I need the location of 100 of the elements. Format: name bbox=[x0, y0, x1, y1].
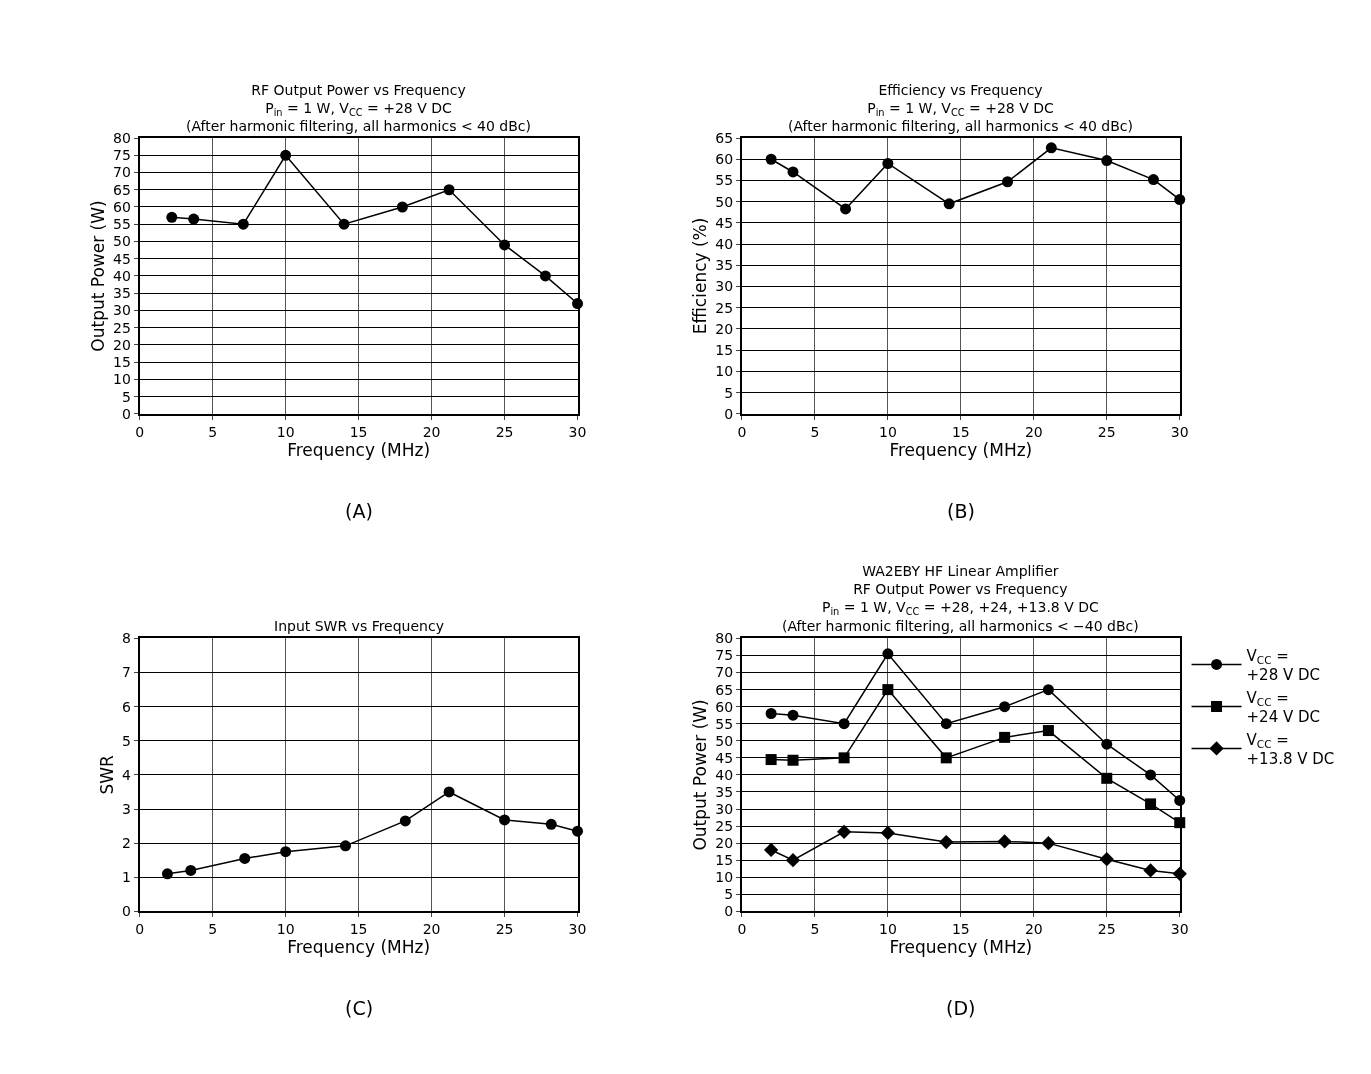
chart-subtitle: P$_{in}$ = 1 W, V$_{CC}$ = +28 V DC (After harmonic filtering, all harmonics < 40 dBc) bbox=[788, 100, 1133, 135]
chart-title: RF Output Power vs Frequency bbox=[251, 82, 466, 98]
point bbox=[787, 166, 799, 178]
point bbox=[836, 824, 852, 840]
x-tick-label: 0 bbox=[737, 921, 747, 938]
point bbox=[940, 752, 952, 764]
point bbox=[166, 211, 178, 223]
y-tick-label: 70 bbox=[715, 664, 734, 681]
point bbox=[785, 853, 801, 868]
chart-title: Input SWR vs Frequency bbox=[274, 618, 444, 634]
y-tick-label: 65 bbox=[715, 681, 734, 698]
point bbox=[1002, 176, 1014, 188]
point bbox=[443, 786, 455, 798]
y-tick-label: 0 bbox=[724, 903, 734, 920]
y-tick-label: 45 bbox=[715, 749, 734, 766]
point bbox=[499, 239, 511, 251]
x-tick-label: 30 bbox=[568, 423, 587, 440]
point bbox=[1045, 142, 1057, 154]
x-axis-title: Frequency (MHz) bbox=[889, 937, 1033, 958]
point bbox=[239, 852, 251, 864]
point bbox=[161, 868, 173, 880]
y-tick-label: 20 bbox=[715, 835, 734, 852]
y-tick-label: 50 bbox=[113, 233, 131, 250]
point bbox=[1101, 155, 1113, 167]
x-tick-label: 20 bbox=[422, 921, 441, 938]
y-tick-label: 4 bbox=[121, 766, 131, 783]
point bbox=[838, 752, 850, 764]
point bbox=[185, 864, 197, 876]
point bbox=[765, 754, 777, 766]
y-tick-label: 75 bbox=[715, 647, 734, 664]
x-tick-label: 25 bbox=[495, 423, 514, 440]
point bbox=[882, 684, 894, 696]
x-tick-label: 5 bbox=[208, 423, 218, 440]
y-tick-label: 35 bbox=[113, 285, 131, 302]
text: (C) bbox=[345, 997, 374, 1019]
y-tick-label: 80 bbox=[715, 630, 734, 647]
x-tick-label: 10 bbox=[276, 921, 295, 938]
point bbox=[443, 184, 455, 196]
point bbox=[997, 834, 1012, 849]
y-tick-label: 5 bbox=[121, 732, 131, 749]
y-tick-label: 10 bbox=[715, 869, 734, 886]
point bbox=[787, 754, 799, 766]
text: (D) bbox=[946, 997, 976, 1019]
point bbox=[1145, 769, 1157, 781]
x-tick-label: 30 bbox=[1170, 921, 1189, 938]
y-tick-label: 65 bbox=[113, 181, 131, 198]
y-tick-label: 5 bbox=[724, 384, 734, 401]
point bbox=[188, 213, 200, 225]
y-tick-label: 0 bbox=[121, 405, 131, 422]
point bbox=[280, 149, 292, 161]
x-tick-label: 15 bbox=[951, 921, 970, 938]
y-tick-label: 55 bbox=[113, 216, 131, 233]
y-tick-label: 50 bbox=[715, 732, 734, 749]
x-tick-label: 15 bbox=[349, 423, 368, 440]
point bbox=[838, 718, 850, 730]
x-tick-label: 0 bbox=[737, 423, 747, 440]
point bbox=[882, 648, 894, 660]
point bbox=[763, 842, 779, 858]
point bbox=[765, 153, 777, 165]
point bbox=[882, 157, 894, 169]
x-tick-label: 15 bbox=[951, 423, 970, 440]
y-axis-title: Output Power (W) bbox=[690, 699, 711, 851]
point bbox=[999, 731, 1011, 743]
point bbox=[1101, 738, 1113, 750]
point bbox=[1147, 174, 1159, 186]
y-tick-label: 0 bbox=[121, 903, 131, 920]
point bbox=[840, 203, 852, 215]
point bbox=[539, 270, 551, 282]
y-tick-label: 20 bbox=[113, 336, 131, 353]
point bbox=[880, 825, 896, 841]
point bbox=[1145, 798, 1157, 810]
y-tick-label: 55 bbox=[715, 172, 734, 189]
point bbox=[499, 814, 511, 826]
y-tick-label: 35 bbox=[715, 257, 734, 274]
text: RF Output Power vs Frequency P$_{in}$ = 1 W, V$_{CC}$ = +28, +24, +13.8 V DC (After harmonic filtering, all harmonics < −40 dBc) bbox=[782, 581, 1139, 634]
point bbox=[339, 840, 351, 852]
y-tick-label: 0 bbox=[724, 405, 734, 422]
point bbox=[787, 709, 799, 721]
y-tick-label: 30 bbox=[715, 800, 734, 817]
y-tick-label: 35 bbox=[715, 783, 734, 800]
y-tick-label: 40 bbox=[113, 267, 131, 284]
y-tick-label: 50 bbox=[715, 193, 734, 210]
y-tick-label: 2 bbox=[121, 835, 131, 852]
x-tick-label: 30 bbox=[568, 921, 587, 938]
y-tick-label: 15 bbox=[715, 852, 734, 869]
x-tick-label: 20 bbox=[422, 423, 441, 440]
y-tick-label: 80 bbox=[113, 129, 131, 146]
y-tick-label: 75 bbox=[113, 147, 131, 164]
x-tick-label: 25 bbox=[1097, 423, 1116, 440]
point bbox=[237, 218, 249, 230]
x-tick-label: 30 bbox=[1170, 423, 1189, 440]
y-tick-label: 3 bbox=[121, 800, 131, 817]
legend-label: V$_{CC}$ = +24 V DC bbox=[1246, 688, 1321, 727]
y-axis-title: SWR bbox=[97, 755, 118, 795]
point bbox=[280, 846, 292, 858]
y-tick-label: 25 bbox=[715, 817, 734, 834]
y-tick-label: 25 bbox=[715, 299, 734, 316]
x-axis-title: Frequency (MHz) bbox=[287, 439, 431, 460]
text: (B) bbox=[947, 500, 975, 522]
y-tick-label: 15 bbox=[715, 342, 734, 359]
